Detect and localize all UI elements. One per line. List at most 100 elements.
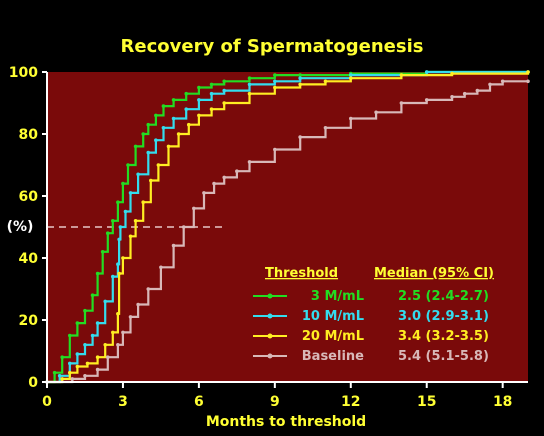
data-point <box>323 126 328 130</box>
data-point <box>83 308 87 313</box>
data-point <box>116 262 120 267</box>
y-tick-label: 0 <box>28 375 38 391</box>
legend-series-median: 3.0 (2.9-3.1) <box>398 309 489 324</box>
data-point <box>500 79 505 84</box>
data-point <box>247 76 252 80</box>
data-point <box>111 219 115 223</box>
data-point <box>348 76 353 80</box>
legend-header-median: Median (95% CI) <box>374 266 494 281</box>
data-point <box>247 91 252 96</box>
series-3-m-ml <box>45 70 530 384</box>
data-point <box>141 132 145 136</box>
data-point <box>166 144 171 149</box>
data-point <box>323 79 328 84</box>
data-point <box>450 71 454 76</box>
legend-marker <box>267 293 273 299</box>
legend-header-threshold: Threshold <box>265 266 338 281</box>
data-point <box>374 110 378 115</box>
data-point <box>399 73 404 77</box>
data-point <box>424 70 429 74</box>
data-point <box>60 377 64 381</box>
data-point <box>128 234 133 239</box>
series-line-20-m-ml <box>47 72 530 384</box>
data-point <box>126 163 130 167</box>
data-point <box>133 219 138 223</box>
data-point <box>67 361 72 366</box>
data-point <box>202 191 206 195</box>
y-tick-label: 80 <box>19 127 39 143</box>
legend-series-name: 10 M/mL <box>302 309 364 324</box>
data-point <box>121 330 125 335</box>
data-point <box>273 85 277 90</box>
data-point <box>146 122 151 127</box>
chart-title: Recovery of Spermatogenesis <box>121 36 424 57</box>
data-point <box>450 95 454 99</box>
data-point <box>273 79 277 84</box>
data-point <box>67 370 72 375</box>
legend-marker <box>267 333 273 339</box>
legend-series-median: 3.4 (3.2-3.5) <box>398 329 489 344</box>
data-point <box>100 250 105 254</box>
data-point <box>141 200 145 204</box>
y-tick-label: 20 <box>19 313 39 329</box>
x-tick-label: 0 <box>42 394 52 410</box>
legend-marker <box>267 353 273 359</box>
data-point <box>146 287 151 291</box>
data-point <box>181 225 186 229</box>
data-point <box>298 76 302 80</box>
data-point <box>171 243 176 248</box>
data-point <box>128 315 133 319</box>
data-point <box>136 172 140 177</box>
data-point <box>52 370 57 375</box>
data-point <box>184 107 189 111</box>
data-point <box>171 116 176 121</box>
data-point <box>197 98 201 102</box>
data-point <box>95 355 100 360</box>
data-point <box>136 302 140 307</box>
data-point <box>222 79 227 84</box>
data-point <box>83 374 87 378</box>
x-tick-label: 6 <box>194 394 204 410</box>
data-point <box>121 181 125 186</box>
data-point <box>123 209 128 214</box>
data-point <box>121 256 125 260</box>
data-point <box>161 126 166 130</box>
data-point <box>116 312 120 316</box>
data-point <box>348 116 353 121</box>
data-point <box>70 377 75 381</box>
data-point <box>154 113 158 118</box>
data-point <box>212 181 216 186</box>
data-point <box>222 101 227 105</box>
data-point <box>85 361 90 366</box>
data-point <box>399 101 404 105</box>
data-point <box>247 82 252 87</box>
data-point <box>95 321 100 325</box>
plot-area <box>47 72 528 382</box>
data-point <box>424 98 429 102</box>
data-point <box>209 107 214 111</box>
data-point <box>83 343 87 347</box>
series-baseline <box>45 79 530 384</box>
legend-series-name: Baseline <box>302 349 364 364</box>
data-point <box>75 364 80 369</box>
y-tick-label: 40 <box>19 251 39 267</box>
data-point <box>348 73 353 77</box>
data-point <box>273 147 277 152</box>
data-point <box>117 237 121 242</box>
y-tick-label: 100 <box>9 65 38 81</box>
y-axis-label: (%) <box>7 219 34 235</box>
data-point <box>105 355 110 360</box>
data-point <box>117 271 121 276</box>
data-point <box>116 343 120 347</box>
data-point <box>197 113 201 118</box>
x-axis-label: Months to threshold <box>206 414 366 430</box>
data-point <box>192 206 196 211</box>
data-point <box>161 104 166 108</box>
data-point <box>298 135 302 139</box>
data-point <box>128 191 133 195</box>
data-point <box>222 88 227 93</box>
data-point <box>103 299 108 304</box>
data-point <box>133 144 138 149</box>
legend-series-name: 3 M/mL <box>311 289 364 304</box>
data-point <box>186 122 191 127</box>
